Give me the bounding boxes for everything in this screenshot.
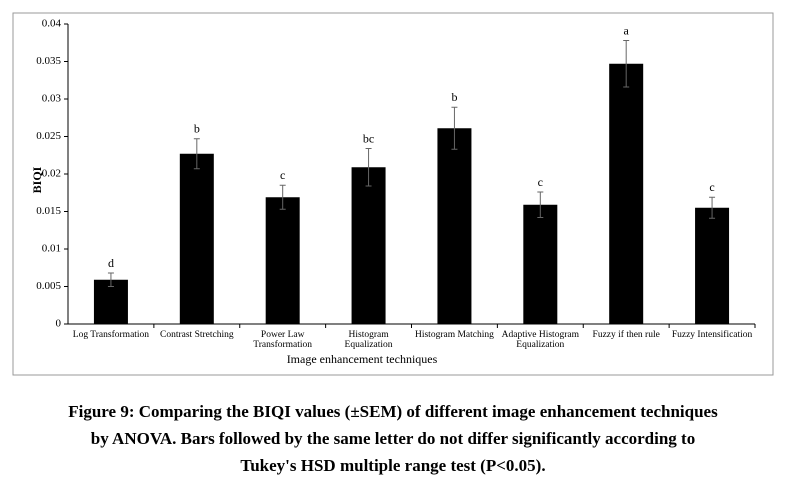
bar xyxy=(351,167,386,324)
y-tick-label: 0.02 xyxy=(42,168,61,180)
significance-letter: b xyxy=(194,122,200,136)
bar xyxy=(437,128,472,324)
caption: Figure 9: Comparing the BIQI values (±SE… xyxy=(68,402,718,421)
significance-letter: d xyxy=(108,256,114,270)
y-tick-label: 0 xyxy=(56,318,62,330)
bar xyxy=(695,207,730,324)
significance-letter: c xyxy=(538,175,543,189)
x-tick-label: Log Transformation xyxy=(72,330,150,340)
significance-letter: bc xyxy=(363,131,374,145)
y-tick-label: 0.015 xyxy=(36,205,61,217)
x-axis-title: Image enhancement techniques xyxy=(287,352,438,366)
y-axis-title: BIQI xyxy=(30,166,44,193)
bar xyxy=(609,63,644,324)
y-tick-label: 0.03 xyxy=(42,93,62,105)
y-tick-label: 0.04 xyxy=(42,18,62,30)
y-tick-label: 0.035 xyxy=(36,55,61,67)
significance-letter: c xyxy=(280,168,285,182)
x-tick-label: Contrast Stretching xyxy=(160,330,234,340)
bar xyxy=(265,197,300,324)
significance-letter: c xyxy=(709,180,714,194)
x-tick-label: Histogram Matching xyxy=(414,330,494,340)
y-tick-label: 0.01 xyxy=(42,243,61,255)
bar xyxy=(523,204,558,324)
caption: Tukey's HSD multiple range test (P<0.05)… xyxy=(240,456,546,475)
x-tick-label: Adaptive Histogram Equalization xyxy=(501,330,579,350)
significance-letter: b xyxy=(451,90,457,104)
chart-frame xyxy=(12,12,774,376)
x-tick-label: Fuzzy Intensification xyxy=(671,330,753,340)
bar xyxy=(179,153,214,324)
caption: by ANOVA. Bars followed by the same lett… xyxy=(90,429,696,448)
x-tick-label: Fuzzy if then rule xyxy=(592,330,660,340)
y-tick-label: 0.025 xyxy=(36,130,61,142)
y-tick-label: 0.005 xyxy=(36,280,61,292)
x-tick-label: Power Law Transformation xyxy=(253,330,313,350)
significance-letter: a xyxy=(624,23,630,37)
x-tick-label: Histogram Equalization xyxy=(344,330,393,350)
bar xyxy=(93,279,128,324)
